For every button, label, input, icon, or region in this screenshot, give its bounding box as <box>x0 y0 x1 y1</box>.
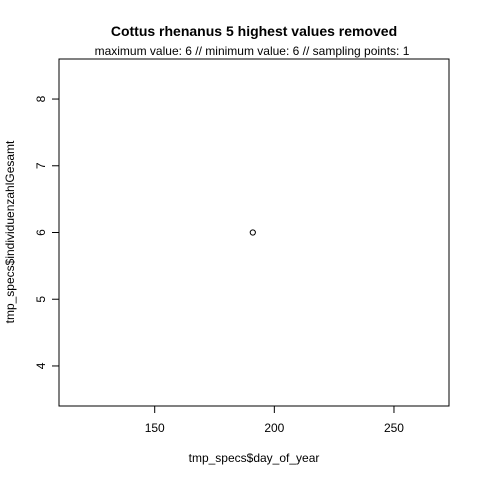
y-tick-label: 8 <box>34 95 48 102</box>
chart-subtitle: maximum value: 6 // minimum value: 6 // … <box>95 44 410 58</box>
plot-frame <box>58 58 450 407</box>
y-tick-label: 4 <box>34 362 48 369</box>
x-tick-label: 250 <box>384 421 404 435</box>
data-point <box>249 229 256 236</box>
y-axis-label: tmp_specs$individuenzahlGesamt <box>3 140 17 323</box>
x-axis: 150 200 250 <box>145 406 404 435</box>
x-tick-label: 200 <box>264 421 284 435</box>
y-tick-label: 5 <box>34 296 48 303</box>
chart-title: Cottus rhenanus 5 highest values removed <box>111 23 397 39</box>
y-tick-label: 6 <box>34 229 48 236</box>
y-tick-label: 7 <box>34 162 48 169</box>
x-axis-label: tmp_specs$day_of_year <box>189 451 320 465</box>
y-axis: 4 5 6 7 8 <box>34 95 59 369</box>
data-points <box>249 229 256 236</box>
x-tick-label: 150 <box>145 421 165 435</box>
